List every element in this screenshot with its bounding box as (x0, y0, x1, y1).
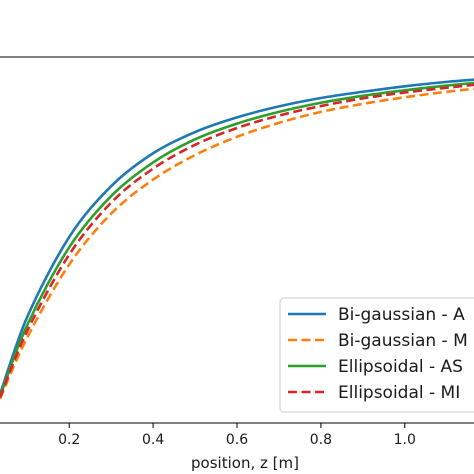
x-axis-ticks: 0.2 0.4 0.6 0.8 1.0 (58, 423, 416, 448)
series-line-2 (0, 87, 474, 400)
plot-lines (0, 78, 474, 400)
legend-box (279, 297, 474, 413)
legend-label: Bi-gaussian - M (338, 331, 468, 351)
legend-label: Bi-gaussian - A (338, 305, 465, 325)
series-line-3 (0, 81, 474, 397)
legend-label: Ellipsoidal - AS (338, 357, 463, 377)
series-line-4 (0, 83, 474, 398)
series-line-1 (0, 78, 474, 395)
x-tick-label: 0.4 (142, 432, 164, 448)
x-axis-label: position, z [m] (191, 454, 299, 472)
legend: Bi-gaussian - A Bi-gaussian - M Ellipsoida… (279, 297, 474, 413)
x-tick-label: 0.2 (58, 432, 80, 448)
x-tick-label: 0.8 (310, 432, 332, 448)
x-tick-label: 1.0 (394, 432, 416, 448)
x-tick-label: 0.6 (226, 432, 248, 448)
legend-label: Ellipsoidal - MI (338, 383, 460, 403)
